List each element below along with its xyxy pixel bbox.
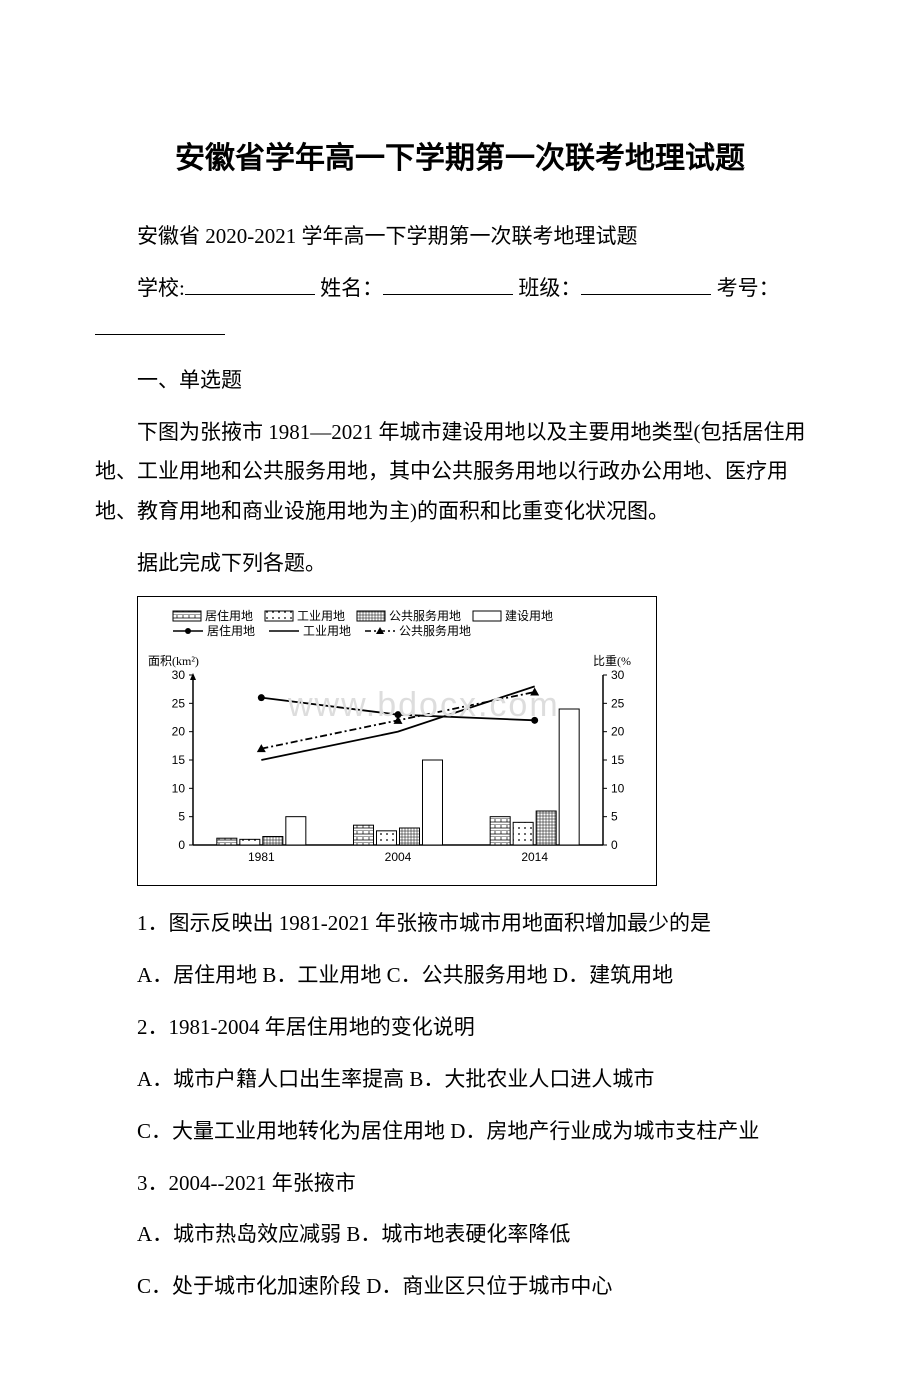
svg-text:25: 25 — [172, 696, 186, 710]
page-title: 安徽省学年高一下学期第一次联考地理试题 — [95, 130, 825, 187]
q1-options: A．居住用地 B．工业用地 C．公共服务用地 D．建筑用地 — [95, 956, 825, 996]
svg-text:0: 0 — [611, 838, 618, 852]
svg-text:工业用地: 工业用地 — [297, 609, 345, 623]
svg-text:25: 25 — [611, 696, 625, 710]
q3-options-cd: C．处于城市化加速阶段 D．商业区只位于城市中心 — [95, 1267, 825, 1307]
class-label: 班级： — [518, 276, 581, 300]
q1-stem: 1．图示反映出 1981-2021 年张掖市城市用地面积增加最少的是 — [95, 904, 825, 944]
svg-text:5: 5 — [611, 810, 618, 824]
school-label: 学校: — [137, 276, 185, 300]
svg-text:2004: 2004 — [385, 850, 412, 864]
svg-text:公共服务用地: 公共服务用地 — [399, 623, 471, 638]
name-blank — [383, 274, 513, 295]
svg-text:1981: 1981 — [248, 850, 275, 864]
q2-stem: 2．1981-2004 年居住用地的变化说明 — [95, 1008, 825, 1048]
svg-text:比重(%: 比重(% — [593, 654, 631, 668]
svg-text:2014: 2014 — [521, 850, 548, 864]
q3-options-ab: A．城市热岛效应减弱 B．城市地表硬化率降低 — [95, 1215, 825, 1255]
svg-text:20: 20 — [172, 725, 186, 739]
svg-text:公共服务用地: 公共服务用地 — [389, 608, 461, 623]
student-info-line: 学校: 姓名： 班级： 考号： — [95, 269, 825, 349]
svg-text:10: 10 — [172, 781, 186, 795]
svg-text:居住用地: 居住用地 — [205, 609, 253, 623]
name-label: 姓名： — [320, 276, 383, 300]
svg-text:30: 30 — [611, 668, 625, 682]
chart-figure: www.bdocx.com 居住用地工业用地公共服务用地建设用地居住用地工业用地… — [137, 596, 657, 886]
svg-text:建设用地: 建设用地 — [505, 609, 553, 623]
q2-options-cd: C．大量工业用地转化为居住用地 D．房地产行业成为城市支柱产业 — [95, 1112, 825, 1152]
examno-label: 考号： — [717, 276, 780, 300]
svg-text:20: 20 — [611, 725, 625, 739]
svg-text:居住用地: 居住用地 — [207, 624, 255, 638]
passage-1-p2: 据此完成下列各题。 — [95, 544, 825, 584]
svg-text:15: 15 — [172, 753, 186, 767]
svg-text:5: 5 — [178, 810, 185, 824]
q3-stem: 3．2004--2021 年张掖市 — [95, 1164, 825, 1204]
svg-text:10: 10 — [611, 781, 625, 795]
chart-svg: 居住用地工业用地公共服务用地建设用地居住用地工业用地公共服务用地面积(km²)比… — [138, 597, 658, 887]
svg-text:工业用地: 工业用地 — [303, 624, 351, 638]
passage-1-p1: 下图为张掖市 1981—2021 年城市建设用地以及主要用地类型(包括居住用地、… — [95, 413, 825, 533]
class-blank — [581, 274, 711, 295]
examno-blank — [95, 314, 225, 335]
school-blank — [185, 274, 315, 295]
section-heading: 一、单选题 — [95, 361, 825, 401]
svg-text:30: 30 — [172, 668, 186, 682]
svg-text:面积(km²): 面积(km²) — [148, 654, 199, 668]
svg-text:15: 15 — [611, 753, 625, 767]
svg-text:0: 0 — [178, 838, 185, 852]
subtitle: 安徽省 2020-2021 学年高一下学期第一次联考地理试题 — [95, 217, 825, 257]
q2-options-ab: A．城市户籍人口出生率提高 B．大批农业人口进人城市 — [95, 1060, 825, 1100]
